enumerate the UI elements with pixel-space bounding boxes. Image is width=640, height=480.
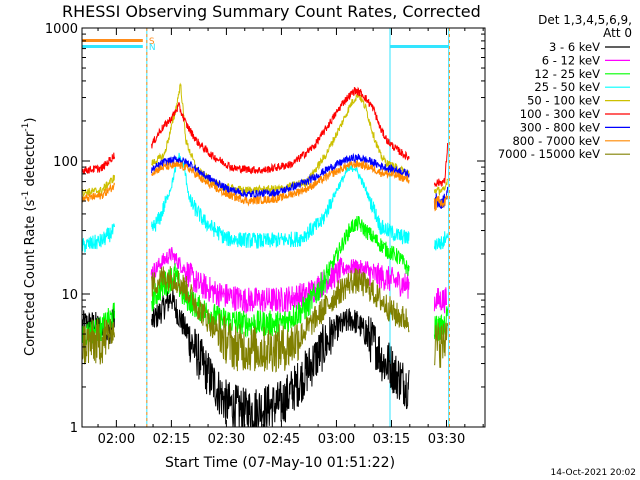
x-tick-label-5: 03:15 — [373, 432, 410, 447]
flag-bar-night-2 — [389, 45, 449, 48]
flag-bars: SN — [82, 37, 449, 53]
footer-timestamp: 14-Oct-2021 20:02 — [551, 468, 636, 478]
series-line-7 — [82, 160, 449, 212]
series-line-5 — [82, 86, 449, 187]
series-lines — [82, 82, 449, 427]
legend-header-attenuator: Att 0 — [603, 26, 632, 40]
x-tick-label-1: 02:15 — [153, 432, 190, 447]
x-tick-label-6: 03:30 — [428, 432, 465, 447]
legend-label-2: 12 - 25 keV — [534, 67, 600, 81]
series-line-3 — [82, 152, 449, 253]
legend-label-4: 50 - 100 keV — [527, 94, 600, 108]
legend-label-0: 3 - 6 keV — [549, 40, 600, 54]
series-line-8 — [82, 266, 449, 373]
series-line-4 — [82, 82, 449, 197]
y-tick-label-0: 1 — [70, 421, 78, 436]
x-tick-label-4: 03:00 — [318, 432, 355, 447]
x-axis-label: Start Time (07-May-10 01:51:22) — [165, 455, 395, 471]
legend-label-8: 7000 - 15000 keV — [498, 147, 600, 161]
legend-label-7: 800 - 7000 keV — [512, 134, 600, 148]
chart-title: RHESSI Observing Summary Count Rates, Co… — [62, 2, 481, 21]
legend-label-5: 100 - 300 keV — [520, 107, 600, 121]
flag-label-0: S — [149, 37, 155, 47]
legend-label-3: 25 - 50 keV — [534, 80, 600, 94]
y-tick-label-1: 10 — [61, 288, 78, 303]
series-line-1 — [150, 247, 447, 314]
x-tick-label-2: 02:30 — [208, 432, 245, 447]
legend-label-6: 300 - 800 keV — [520, 120, 600, 134]
y-tick-label-2: 100 — [53, 155, 78, 170]
flag-bar-0 — [82, 39, 143, 42]
x-tick-label-3: 02:45 — [263, 432, 300, 447]
y-axis-label: Corrected Count Rate (s-1 detector-1) — [21, 118, 38, 356]
flag-label-1: N — [149, 43, 156, 53]
legend-header-detectors: Det 1,3,4,5,6,9, — [538, 13, 632, 27]
plot-frame — [81, 27, 486, 428]
y-axis: 1 10 100 1000 — [45, 22, 485, 436]
y-tick-label-3: 1000 — [45, 22, 78, 37]
flag-bar-1 — [82, 45, 143, 48]
x-tick-label-0: 02:00 — [98, 432, 135, 447]
legend-label-1: 6 - 12 keV — [542, 53, 600, 67]
x-axis: 02:00 02:15 02:30 02:45 03:00 03:15 03:30 — [97, 28, 484, 447]
plot-area: SN — [82, 28, 450, 427]
